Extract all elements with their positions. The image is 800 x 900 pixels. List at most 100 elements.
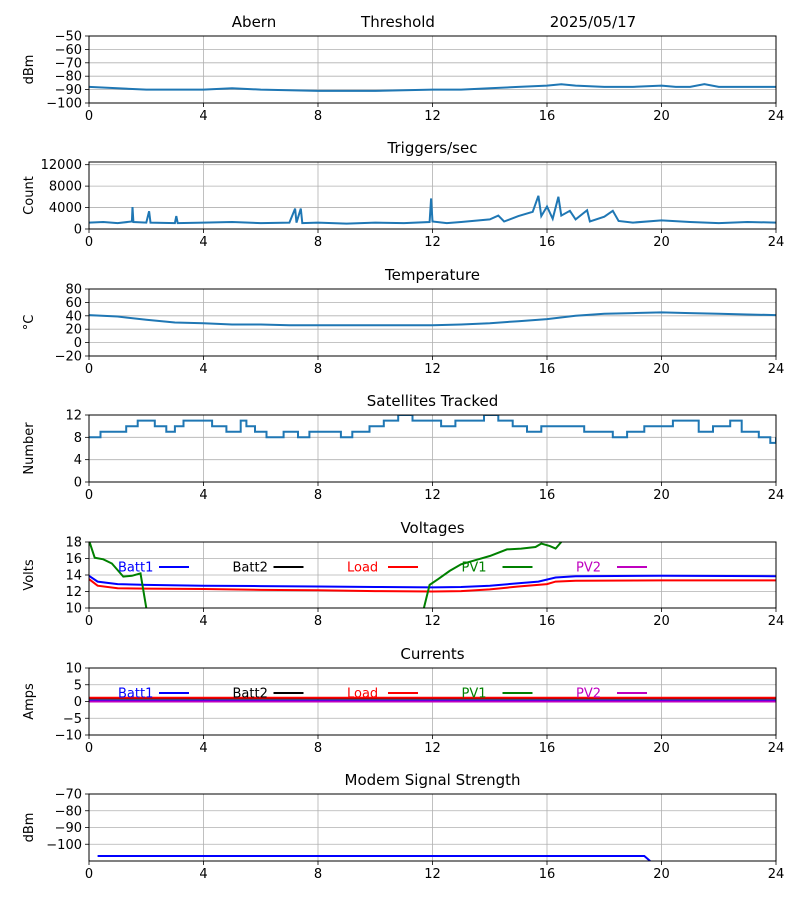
chart-title: Modem Signal Strength bbox=[345, 771, 521, 789]
legend-label-batt1: Batt1 bbox=[118, 687, 153, 702]
y-tick-label: 10 bbox=[65, 662, 82, 677]
x-tick-label: 16 bbox=[539, 741, 556, 756]
x-tick-label: 0 bbox=[85, 109, 93, 124]
legend-label-load: Load bbox=[347, 561, 378, 576]
x-tick-label: 12 bbox=[424, 741, 441, 756]
x-tick-label: 8 bbox=[314, 109, 322, 124]
y-tick-label: −80 bbox=[55, 70, 82, 85]
x-tick-label: 4 bbox=[199, 741, 207, 756]
y-tick-label: 8000 bbox=[49, 180, 82, 195]
y-tick-label: 16 bbox=[65, 552, 82, 567]
y-tick-label: 0 bbox=[74, 336, 82, 351]
x-tick-label: 12 bbox=[424, 488, 441, 503]
plot-area bbox=[89, 696, 776, 703]
chart-title: Currents bbox=[400, 645, 464, 663]
y-tick-label: −70 bbox=[55, 788, 82, 803]
y-tick-label: −100 bbox=[46, 838, 82, 853]
series-line-pv1 bbox=[89, 542, 148, 608]
series-line bbox=[89, 195, 776, 225]
y-tick-label: 14 bbox=[65, 569, 82, 584]
y-tick-label: −90 bbox=[55, 821, 82, 836]
y-tick-label: 5 bbox=[74, 678, 82, 693]
x-tick-label: 16 bbox=[539, 235, 556, 250]
x-tick-label: 20 bbox=[653, 109, 670, 124]
y-tick-label: −20 bbox=[55, 350, 82, 365]
x-tick-label: 16 bbox=[539, 488, 556, 503]
y-tick-label: −60 bbox=[55, 43, 82, 58]
y-axis-label: dBm bbox=[22, 55, 37, 85]
y-axis-label: Number bbox=[22, 422, 37, 475]
series-line bbox=[89, 83, 776, 92]
y-axis-label: Amps bbox=[22, 683, 37, 720]
x-tick-label: 20 bbox=[653, 362, 670, 377]
plot-area bbox=[97, 855, 651, 861]
x-tick-label: 4 bbox=[199, 488, 207, 503]
x-tick-label: 8 bbox=[314, 235, 322, 250]
x-tick-label: 24 bbox=[768, 867, 785, 882]
x-tick-label: 24 bbox=[768, 362, 785, 377]
x-tick-label: 16 bbox=[539, 362, 556, 377]
panel-2: 0 4 8 12 16 20 24 0 4000 8000 12000 Count Triggers/s… bbox=[22, 139, 784, 250]
x-tick-label: 12 bbox=[424, 362, 441, 377]
y-tick-label: 0 bbox=[74, 223, 82, 238]
x-tick-label: 8 bbox=[314, 614, 322, 629]
series-line bbox=[89, 311, 776, 327]
x-tick-label: 8 bbox=[314, 488, 322, 503]
series-line-batt1 bbox=[89, 574, 776, 589]
series-line bbox=[89, 415, 776, 444]
x-tick-label: 0 bbox=[85, 488, 93, 503]
y-tick-label: 12 bbox=[65, 585, 82, 600]
header-date: 2025/05/17 bbox=[550, 13, 636, 31]
y-axis-label: Volts bbox=[22, 559, 37, 591]
y-tick-label: −100 bbox=[46, 97, 82, 112]
x-tick-label: 16 bbox=[539, 109, 556, 124]
x-tick-label: 8 bbox=[314, 741, 322, 756]
y-tick-label: 10 bbox=[65, 602, 82, 617]
x-tick-label: 0 bbox=[85, 614, 93, 629]
x-tick-label: 20 bbox=[653, 867, 670, 882]
y-tick-label: −50 bbox=[55, 30, 82, 45]
panel-7: 0 4 8 12 16 20 24 −100 −90 −80−70 dBm Modem Signal … bbox=[22, 771, 784, 882]
legend-label-batt2: Batt2 bbox=[233, 687, 268, 702]
y-axis-label: °C bbox=[22, 315, 37, 331]
y-axis-label: Count bbox=[22, 176, 37, 215]
x-tick-label: 4 bbox=[199, 867, 207, 882]
y-tick-label: 4 bbox=[74, 453, 82, 468]
x-tick-label: 12 bbox=[424, 867, 441, 882]
chart-title: Satellites Tracked bbox=[367, 392, 498, 410]
legend-label-pv1: PV1 bbox=[462, 561, 487, 576]
legend-label-pv1: PV1 bbox=[462, 687, 487, 702]
plot-area bbox=[89, 83, 776, 92]
y-axis-label: dBm bbox=[22, 813, 37, 843]
y-tick-label: 20 bbox=[65, 323, 82, 338]
y-tick-label: −90 bbox=[55, 83, 82, 98]
chart-title: Temperature bbox=[384, 266, 480, 284]
x-tick-label: 24 bbox=[768, 614, 785, 629]
y-tick-label: 0 bbox=[74, 476, 82, 491]
x-tick-label: 0 bbox=[85, 362, 93, 377]
x-tick-label: 12 bbox=[424, 235, 441, 250]
header-mode: Threshold bbox=[360, 13, 435, 31]
chart-title: Voltages bbox=[400, 519, 464, 537]
x-tick-label: 0 bbox=[85, 867, 93, 882]
x-tick-label: 24 bbox=[768, 488, 785, 503]
legend-label-batt1: Batt1 bbox=[118, 561, 153, 576]
y-tick-label: 40 bbox=[65, 309, 82, 324]
x-tick-label: 4 bbox=[199, 614, 207, 629]
y-tick-label: −10 bbox=[55, 729, 82, 744]
x-tick-label: 24 bbox=[768, 741, 785, 756]
panel-1: 0 4 8 12 16 20 24 −100−90−80−70−60−50 dBm bbox=[22, 30, 784, 125]
y-tick-label: 4000 bbox=[49, 201, 82, 216]
x-tick-label: 12 bbox=[424, 614, 441, 629]
header-station: Abern bbox=[232, 13, 276, 31]
x-tick-label: 20 bbox=[653, 235, 670, 250]
series-line-load bbox=[89, 578, 776, 593]
y-tick-label: −80 bbox=[55, 804, 82, 819]
x-tick-label: 8 bbox=[314, 362, 322, 377]
x-tick-label: 24 bbox=[768, 109, 785, 124]
x-tick-label: 0 bbox=[85, 235, 93, 250]
